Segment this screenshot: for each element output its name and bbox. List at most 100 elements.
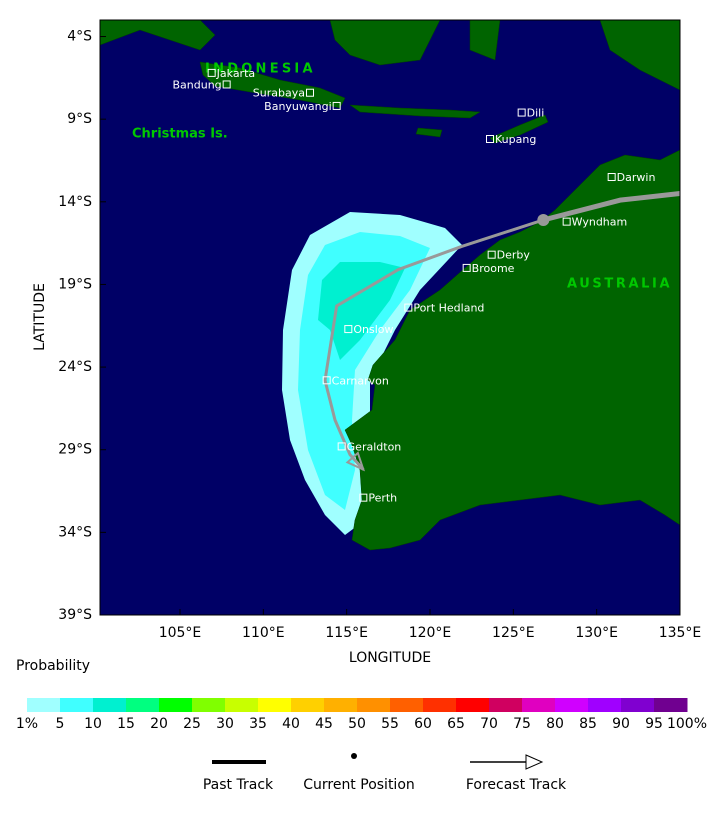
y-tick-label: 19°S <box>58 276 92 292</box>
place-label: Darwin <box>617 171 656 184</box>
colorbar-label: 100% <box>667 716 707 732</box>
new-guinea <box>599 20 680 91</box>
place-marker <box>462 263 471 272</box>
forecast-track <box>323 218 544 471</box>
colorbar-label: 1% <box>16 716 38 732</box>
colorbar-swatch <box>126 698 160 712</box>
place-label: Bandung <box>172 78 221 91</box>
place-marker <box>359 493 368 502</box>
colorbar-label: 75 <box>513 716 531 732</box>
australia <box>344 149 680 551</box>
colorbar-swatch <box>27 698 61 712</box>
place-label: Perth <box>368 492 397 505</box>
colorbar-label: 35 <box>249 716 267 732</box>
colorbar-swatch <box>291 698 325 712</box>
place-label: Carnarvon <box>332 374 389 387</box>
colorbar-swatch <box>258 698 292 712</box>
place-label: Broome <box>472 262 515 275</box>
y-tick-label: 29°S <box>58 442 92 458</box>
place-label: Geraldton <box>347 440 402 453</box>
colorbar-label: 55 <box>381 716 399 732</box>
colorbar-label: 45 <box>315 716 333 732</box>
colorbar-swatch <box>423 698 457 712</box>
x-tick-label: 110°E <box>242 625 285 641</box>
x-tick-label: 130°E <box>575 625 618 641</box>
colorbar-swatch <box>489 698 523 712</box>
colorbar-swatch <box>225 698 259 712</box>
place-marker <box>207 68 216 77</box>
place-label: Kupang <box>495 133 536 146</box>
place-marker <box>517 108 526 117</box>
y-tick-label: 9°S <box>67 111 92 127</box>
place-label: Banyuwangi <box>264 100 332 113</box>
place-marker <box>486 135 494 143</box>
colorbar-swatch <box>621 698 655 712</box>
colorbar-label: 80 <box>546 716 564 732</box>
borneo <box>329 20 441 66</box>
region-label: Christmas Is. <box>132 127 228 142</box>
place-label: Dili <box>527 107 545 120</box>
x-axis-label: LONGITUDE <box>349 650 431 666</box>
sulawesi <box>469 20 501 61</box>
legend-current-position <box>351 753 357 759</box>
x-tick-label: 115°E <box>325 625 368 641</box>
place-marker <box>306 88 314 97</box>
place-label: Surabaya <box>253 87 305 100</box>
past-track <box>542 191 680 223</box>
colorbar-swatch <box>654 698 688 712</box>
legend-forecast-arrow <box>525 754 544 770</box>
y-tick-label: 39°S <box>58 607 92 623</box>
place-marker <box>322 376 331 385</box>
place-label: Onslow <box>353 323 393 336</box>
colorbar-label: 20 <box>150 716 168 732</box>
swath-10 <box>318 262 405 360</box>
colorbar-label: 90 <box>612 716 630 732</box>
legend-item-label: Forecast Track <box>466 777 567 793</box>
colorbar-swatch <box>324 698 358 712</box>
map-frame <box>99 19 681 616</box>
place-marker <box>404 303 413 312</box>
y-tick-label: 24°S <box>58 359 92 375</box>
colorbar-label: 10 <box>84 716 102 732</box>
x-tick-label: 120°E <box>409 625 452 641</box>
y-tick-label: 34°S <box>58 524 92 540</box>
colorbar-swatch <box>588 698 622 712</box>
sumba <box>415 127 443 138</box>
colorbar-swatch <box>192 698 226 712</box>
legend-title: Probability <box>16 658 90 674</box>
place-label: Port Hedland <box>413 302 484 315</box>
colorbar-label: 40 <box>282 716 300 732</box>
y-axis-label: LATITUDE <box>32 283 48 351</box>
forecast-arrow <box>345 451 365 472</box>
legend-item-label: Current Position <box>303 777 415 793</box>
colorbar-swatch <box>390 698 424 712</box>
colorbar-label: 15 <box>117 716 135 732</box>
colorbar-swatch <box>456 698 490 712</box>
colorbar-label: 25 <box>183 716 201 732</box>
place-marker <box>332 101 341 110</box>
sumatra <box>100 20 216 51</box>
x-tick-label: 135°E <box>659 625 702 641</box>
colorbar-label: 95 <box>645 716 663 732</box>
x-tick-label: 105°E <box>159 625 202 641</box>
region-label: AUSTRALIA <box>567 277 672 292</box>
place-marker <box>607 173 616 182</box>
nusa-tenggara <box>349 104 481 119</box>
place-label: Derby <box>497 249 531 262</box>
colorbar-swatch <box>93 698 127 712</box>
colorbar-swatch <box>357 698 391 712</box>
place-label: Jakarta <box>216 67 255 80</box>
place-marker <box>344 325 353 334</box>
current-position <box>537 213 550 226</box>
region-label: INDONESIA <box>205 62 316 77</box>
colorbar-label: 5 <box>56 716 65 732</box>
colorbar-swatch <box>60 698 94 712</box>
place-marker <box>487 250 496 259</box>
colorbar-label: 70 <box>480 716 498 732</box>
colorbar-swatch <box>555 698 589 712</box>
colorbar-label: 60 <box>414 716 432 732</box>
colorbar-label: 65 <box>447 716 465 732</box>
colorbar-label: 50 <box>348 716 366 732</box>
